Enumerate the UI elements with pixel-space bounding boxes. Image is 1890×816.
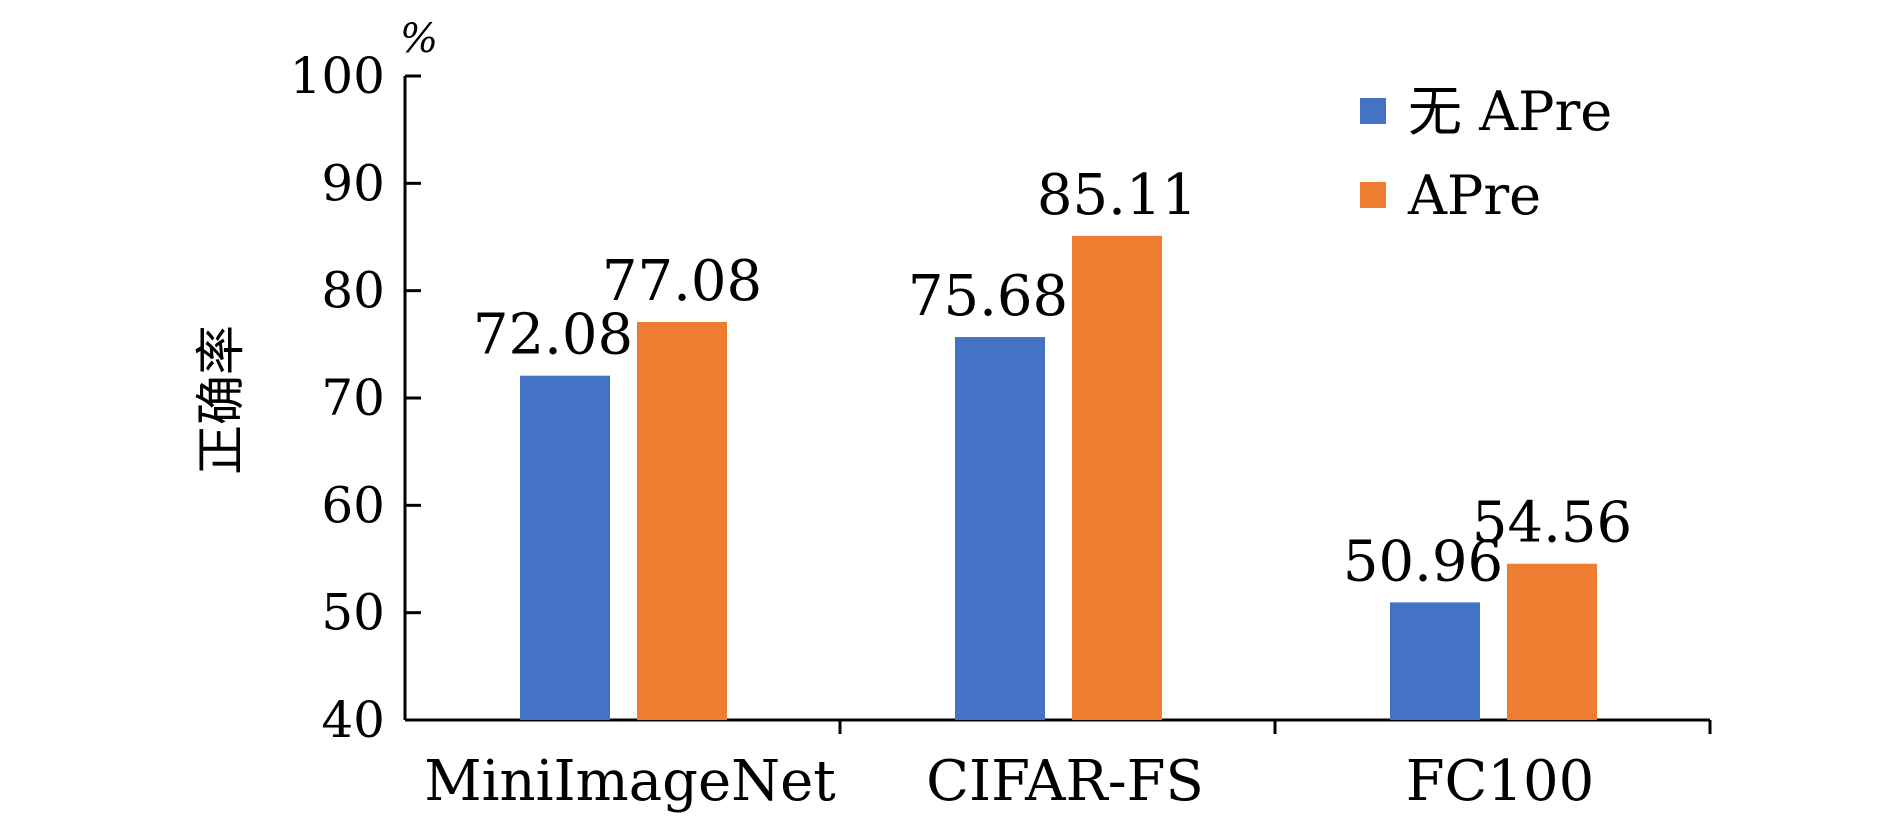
data-label: 72.08 [473, 303, 633, 368]
x-category-label: CIFAR-FS [926, 749, 1204, 814]
y-axis-title: 正确率 [192, 325, 250, 475]
y-axis-unit: % [400, 16, 438, 62]
y-tick-label: 60 [321, 476, 385, 534]
y-tick-label: 90 [321, 154, 385, 212]
data-label: 77.08 [602, 249, 762, 314]
y-tick-label: 40 [321, 691, 385, 749]
y-axis: 40 50 60 70 80 90 100 [290, 47, 421, 749]
legend-label: 无 APre [1408, 80, 1612, 143]
data-label: 75.68 [908, 264, 1068, 329]
legend-swatch [1360, 98, 1386, 124]
x-axis: MiniImageNet CIFAR-FS FC100 [405, 718, 1712, 814]
legend-swatch [1360, 182, 1386, 208]
data-label: 50.96 [1343, 529, 1503, 594]
y-tick-label: 80 [321, 262, 385, 320]
x-category-label: FC100 [1406, 749, 1595, 814]
data-labels: 72.08 75.68 50.96 77.08 85.11 54.56 [473, 163, 1632, 595]
bar [1507, 563, 1597, 720]
legend: 无 APre APre [1360, 80, 1612, 227]
y-tick-label: 50 [321, 584, 385, 642]
y-tick-label: 70 [321, 369, 385, 427]
bar [1390, 602, 1480, 720]
x-category-label: MiniImageNet [424, 749, 836, 814]
data-label: 85.11 [1037, 163, 1197, 228]
data-label: 54.56 [1472, 491, 1632, 556]
bar [520, 375, 610, 720]
y-tick-label: 100 [290, 47, 385, 105]
bar [637, 322, 727, 720]
bar [1072, 235, 1162, 720]
bars [520, 235, 1597, 720]
legend-label: APre [1407, 164, 1541, 227]
bar [955, 337, 1045, 720]
